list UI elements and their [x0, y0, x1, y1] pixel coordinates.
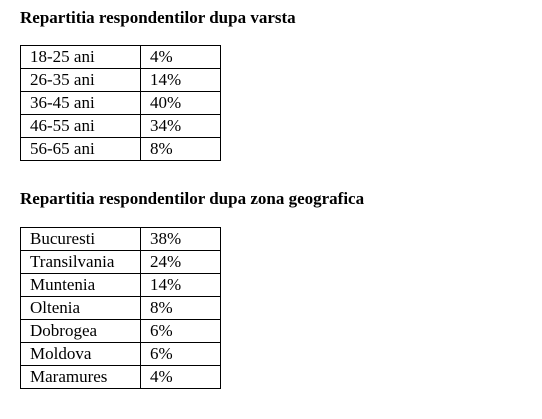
percentage-cell: 6% — [140, 342, 221, 366]
percentage-cell: 6% — [140, 319, 221, 343]
percentage-cell: 40% — [140, 91, 221, 115]
table-row: 36-45 ani 40% — [20, 91, 221, 115]
age-distribution-heading: Repartitia respondentilor dupa varsta — [20, 8, 296, 27]
region-cell: Maramures — [20, 365, 141, 389]
region-cell: Dobrogea — [20, 319, 141, 343]
percentage-cell: 8% — [140, 137, 221, 161]
table-row: 46-55 ani 34% — [20, 114, 221, 138]
region-cell: Moldova — [20, 342, 141, 366]
percentage-cell: 38% — [140, 227, 221, 251]
percentage-cell: 8% — [140, 296, 221, 320]
percentage-cell: 14% — [140, 273, 221, 297]
table-row: 26-35 ani 14% — [20, 68, 221, 92]
table-row: Dobrogea 6% — [20, 319, 221, 343]
table-row: Moldova 6% — [20, 342, 221, 366]
age-group-cell: 36-45 ani — [20, 91, 141, 115]
age-group-cell: 18-25 ani — [20, 45, 141, 69]
percentage-cell: 24% — [140, 250, 221, 274]
region-cell: Oltenia — [20, 296, 141, 320]
table-row: Oltenia 8% — [20, 296, 221, 320]
table-row: Maramures 4% — [20, 365, 221, 389]
age-group-cell: 46-55 ani — [20, 114, 141, 138]
table-row: Transilvania 24% — [20, 250, 221, 274]
table-row: Bucuresti 38% — [20, 227, 221, 251]
percentage-cell: 4% — [140, 45, 221, 69]
percentage-cell: 34% — [140, 114, 221, 138]
region-distribution-table: Bucuresti 38% Transilvania 24% Muntenia … — [20, 227, 221, 389]
age-group-cell: 56-65 ani — [20, 137, 141, 161]
table-row: 18-25 ani 4% — [20, 45, 221, 69]
region-cell: Muntenia — [20, 273, 141, 297]
percentage-cell: 4% — [140, 365, 221, 389]
percentage-cell: 14% — [140, 68, 221, 92]
region-distribution-heading: Repartitia respondentilor dupa zona geog… — [20, 189, 365, 208]
table-row: 56-65 ani 8% — [20, 137, 221, 161]
region-cell: Bucuresti — [20, 227, 141, 251]
age-group-cell: 26-35 ani — [20, 68, 141, 92]
table-row: Muntenia 14% — [20, 273, 221, 297]
region-cell: Transilvania — [20, 250, 141, 274]
age-distribution-table: 18-25 ani 4% 26-35 ani 14% 36-45 ani 40%… — [20, 45, 221, 161]
